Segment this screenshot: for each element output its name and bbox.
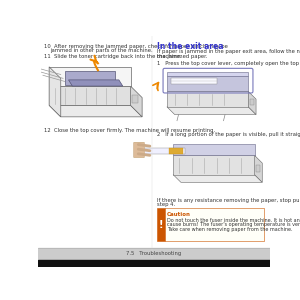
Polygon shape — [49, 86, 130, 105]
Polygon shape — [49, 67, 61, 117]
Text: the jammed paper.: the jammed paper. — [157, 54, 207, 59]
Polygon shape — [248, 92, 256, 115]
Text: If there is any resistance removing the paper, stop pulling and go to: If there is any resistance removing the … — [157, 198, 300, 203]
Polygon shape — [130, 86, 142, 117]
Text: 11  Slide the toner cartridge back into the machine.: 11 Slide the toner cartridge back into t… — [44, 55, 181, 59]
Text: 12  Close the top cover firmly. The machine will resume printing.: 12 Close the top cover firmly. The machi… — [44, 128, 215, 134]
Polygon shape — [49, 67, 130, 86]
Polygon shape — [167, 76, 248, 92]
Bar — [165, 208, 264, 241]
Polygon shape — [173, 155, 254, 175]
Polygon shape — [167, 92, 248, 107]
Text: If paper is jammed in the paper exit area, follow the next steps to release: If paper is jammed in the paper exit are… — [157, 49, 300, 54]
Text: 10  After removing the jammed paper, check for paper which may be: 10 After removing the jammed paper, chec… — [44, 44, 228, 49]
Bar — [256, 165, 260, 172]
Text: 2   If a long portion of the paper is visible, pull it straight out.: 2 If a long portion of the paper is visi… — [157, 132, 300, 137]
Text: Take care when removing paper from the machine.: Take care when removing paper from the m… — [167, 227, 292, 232]
Text: jammed in other parts of the machine.: jammed in other parts of the machine. — [50, 48, 152, 53]
Bar — [169, 148, 183, 154]
Text: 7.5   Troubleshooting: 7.5 Troubleshooting — [126, 251, 182, 256]
Polygon shape — [167, 107, 256, 115]
Text: Do not touch the fuser inside the machine. It is hot and could: Do not touch the fuser inside the machin… — [167, 218, 300, 223]
Bar — [38, 248, 270, 262]
Text: In the exit area: In the exit area — [157, 42, 224, 51]
Polygon shape — [49, 105, 142, 117]
Text: Caution: Caution — [167, 212, 191, 217]
Polygon shape — [173, 144, 254, 155]
FancyBboxPatch shape — [134, 142, 145, 158]
Polygon shape — [167, 72, 248, 76]
Text: !: ! — [158, 220, 163, 230]
Text: step 4.: step 4. — [157, 202, 175, 207]
Polygon shape — [171, 78, 217, 84]
Text: cause burns! The fuser's operating temperature is very hot.: cause burns! The fuser's operating tempe… — [167, 222, 300, 227]
Bar — [250, 99, 254, 105]
Polygon shape — [142, 148, 185, 154]
Polygon shape — [64, 70, 115, 85]
Text: 1   Press the top cover lever, completely open the top cover.: 1 Press the top cover lever, completely … — [157, 61, 300, 66]
Bar — [38, 260, 270, 267]
Polygon shape — [254, 155, 262, 182]
Bar — [157, 208, 165, 241]
Polygon shape — [68, 80, 123, 86]
Bar — [132, 95, 138, 103]
Polygon shape — [173, 175, 262, 182]
